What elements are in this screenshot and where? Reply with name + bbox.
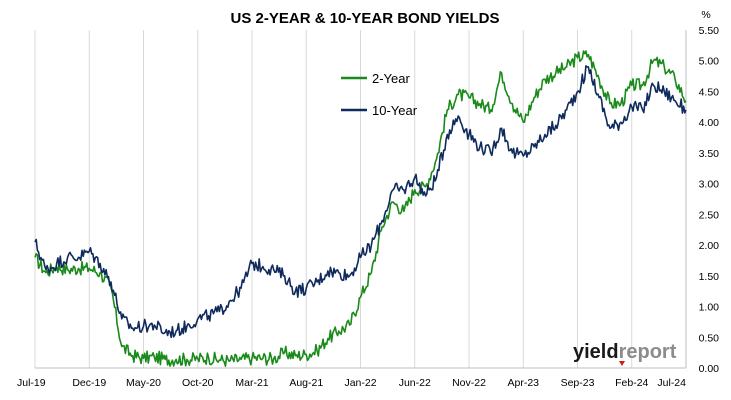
x-tick-label: Aug-21 [289,377,323,389]
y-tick-label: 2.00 [699,240,720,252]
y-axis-unit-label: % [701,9,710,21]
series-lines [34,50,687,368]
y-tick-label: 5.00 [699,56,720,68]
x-tick-label: Mar-21 [235,377,268,389]
x-tick-label: Sep-23 [561,377,595,389]
y-tick-label: 4.00 [699,117,720,129]
y-tick-label: 0.00 [699,363,720,375]
x-tick-label: Jul-19 [17,377,46,389]
x-tick-label: Apr-23 [507,377,539,389]
legend: 2-Year 10-Year [341,71,418,118]
x-tick-label: Jul-24 [657,377,686,389]
y-tick-label: 3.50 [699,148,720,160]
svg-text:yieldreport: yieldreport [573,341,677,363]
yieldreport-logo: yieldreport [573,341,677,366]
series-line-2-year [34,50,687,368]
x-tick-label: Jun-22 [399,377,431,389]
x-tick-label: Feb-24 [615,377,648,389]
x-tick-label: Nov-22 [452,377,486,389]
x-tick-label: Dec-19 [72,377,106,389]
logo-marker-icon [619,361,625,366]
x-tick-labels: Jul-19 Dec-19 May-20 Oct-20 Mar-21 Aug-21 Jan-… [17,377,686,389]
y-tick-label: 1.00 [699,302,720,314]
y-tick-label: 0.50 [699,332,720,344]
x-tick-label: Oct-20 [182,377,214,389]
y-tick-label: 5.50 [699,25,720,37]
x-tick-label: May-20 [126,377,161,389]
logo-text-report: report [619,341,677,363]
y-tick-label: 3.00 [699,179,720,191]
logo-text-yield: yield [573,341,619,363]
y-tick-label: 4.50 [699,86,720,98]
y-tick-labels: 0.00 0.50 1.00 1.50 2.00 2.50 3.00 3.50 4.00 4.50… [699,25,720,375]
x-tick-label: Jan-22 [344,377,376,389]
legend-label-2-year: 2-Year [372,71,410,86]
series-line-10-year [34,65,687,339]
grid-lines [34,30,687,369]
y-tick-label: 2.50 [699,209,720,221]
y-tick-label: 1.50 [699,271,720,283]
legend-label-10-year: 10-Year [372,103,418,118]
chart-title: US 2-YEAR & 10-YEAR BOND YIELDS [231,10,500,27]
